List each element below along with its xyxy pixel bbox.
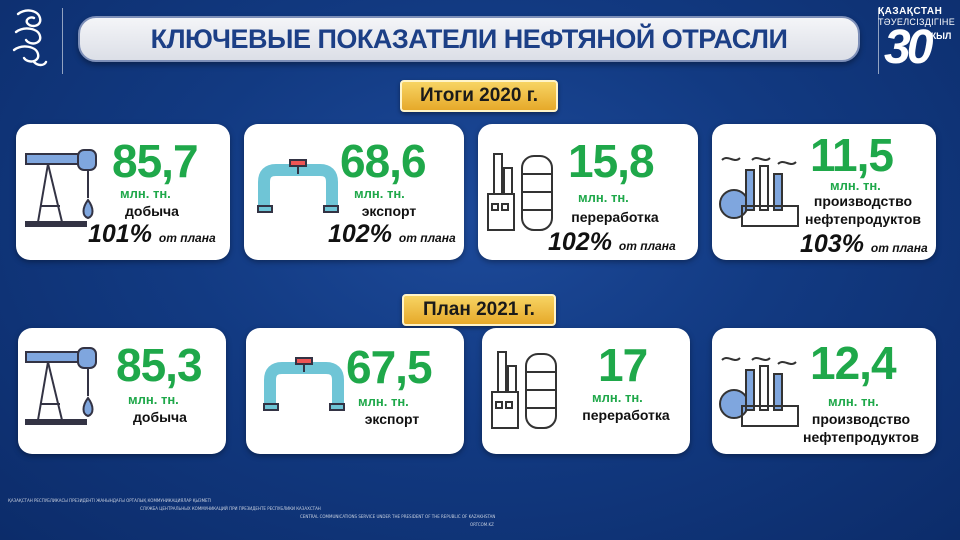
card-export-2020: 68,6 млн. тн. экспорт 102% от плана: [244, 124, 464, 260]
pipeline-icon: [256, 156, 340, 221]
factory-icon: [718, 350, 802, 435]
value: 11,5: [810, 129, 894, 181]
card-production-2021: 85,3 млн. тн. добыча: [18, 328, 226, 454]
anniversary-number: 30: [884, 21, 933, 74]
refinery-icon: [488, 342, 564, 439]
label: производство нефтепродуктов: [802, 411, 919, 445]
pipeline-icon: [262, 354, 346, 419]
card-products-2021: 12,4 млн. тн. производство нефтепродукто…: [712, 328, 936, 454]
unit: млн. тн.: [830, 178, 881, 193]
value: 85,7: [112, 135, 199, 187]
anniversary-line2: ТӘУЕЛСІЗДІГІНЕ: [878, 17, 956, 27]
value: 12,4: [810, 337, 897, 389]
percent-of-plan: 101% от плана: [88, 220, 216, 248]
section-label-2021: План 2021 г.: [402, 294, 556, 326]
value: 17: [598, 339, 648, 391]
percent-of-plan: 102% от плана: [328, 220, 456, 248]
header-divider-right: [878, 8, 879, 74]
value: 67,5: [346, 341, 433, 393]
footer-watermark: ҚАЗАҚСТАН РЕСПУБЛИКАСЫ ПРЕЗИДЕНТІ ЖАНЫНД…: [0, 488, 960, 540]
label: экспорт: [361, 203, 417, 219]
factory-icon: [718, 150, 802, 235]
card-refining-2020: 15,8 млн. тн. переработка 102% от плана: [478, 124, 698, 260]
card-products-2020: 11,5 млн. тн. производство нефтепродукто…: [712, 124, 936, 260]
anniversary-logo: ҚАЗАҚСТАН ТӘУЕЛСІЗДІГІНЕ 30 ЖЫЛ: [878, 4, 955, 76]
footer-site: ORTCOM.KZ: [470, 522, 494, 527]
unit: млн. тн.: [828, 394, 879, 409]
unit: млн. тн.: [358, 394, 409, 409]
emblem-icon: [8, 6, 52, 70]
unit: млн. тн.: [120, 186, 171, 201]
footer-org-ru: СЛУЖБА ЦЕНТРАЛЬНЫХ КОММУНИКАЦИЙ ПРИ ПРЕЗ…: [140, 506, 321, 511]
label: экспорт: [364, 411, 420, 427]
anniversary-suffix: ЖЫЛ: [928, 31, 952, 41]
title-bar: Ключевые показатели нефтяной отрасли: [78, 16, 860, 62]
footer-org-kz: ҚАЗАҚСТАН РЕСПУБЛИКАСЫ ПРЕЗИДЕНТІ ЖАНЫНД…: [8, 498, 212, 503]
pump-jack-icon: [22, 146, 106, 235]
refinery-icon: [484, 144, 560, 241]
label: переработка: [582, 407, 670, 423]
unit: млн. тн.: [592, 390, 643, 405]
label: добыча: [125, 203, 179, 219]
anniversary-line1: ҚАЗАҚСТАН: [878, 6, 943, 17]
value: 68,6: [340, 135, 427, 187]
label: переработка: [571, 209, 659, 225]
unit: млн. тн.: [128, 392, 179, 407]
unit: млн. тн.: [354, 186, 405, 201]
percent-of-plan: 102% от плана: [548, 228, 676, 256]
value: 85,3: [116, 339, 203, 391]
unit: млн. тн.: [578, 190, 629, 205]
value: 15,8: [568, 135, 655, 187]
card-production-2020: 85,7 млн. тн. добыча 101% от плана: [16, 124, 230, 260]
header-divider-left: [62, 8, 63, 74]
card-export-2021: 67,5 млн. тн. экспорт: [246, 328, 464, 454]
footer-org-en: CENTRAL COMMUNICATIONS SERVICE UNDER THE…: [300, 514, 496, 519]
label: добыча: [133, 409, 187, 425]
section-label-2020: Итоги 2020 г.: [400, 80, 558, 112]
label: производство нефтепродуктов: [804, 193, 921, 227]
pump-jack-icon: [22, 344, 106, 433]
page-title: Ключевые показатели нефтяной отрасли: [150, 23, 788, 54]
percent-of-plan: 103% от плана: [800, 230, 928, 258]
card-refining-2021: 17 млн. тн. переработка: [482, 328, 690, 454]
